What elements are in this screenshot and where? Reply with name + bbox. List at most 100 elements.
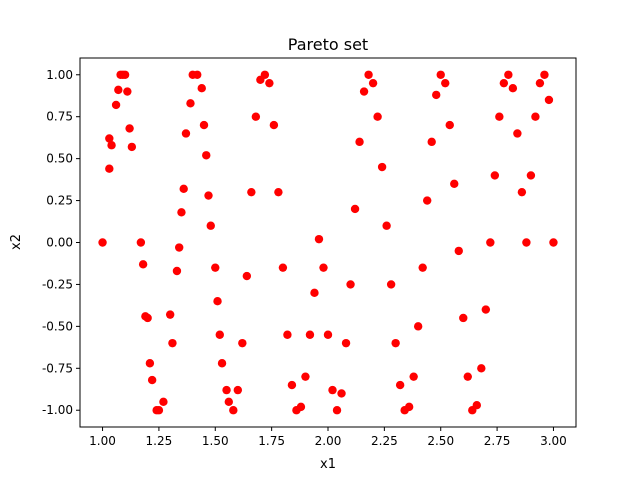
- data-point: [278, 263, 288, 272]
- x-tick-label: 2.50: [427, 434, 454, 448]
- data-point: [490, 171, 500, 180]
- data-point: [350, 204, 360, 214]
- data-point: [111, 100, 121, 110]
- y-tick-label: 0.50: [46, 152, 73, 166]
- data-point: [125, 124, 134, 133]
- x-tick-label: 2.75: [484, 434, 511, 448]
- data-point: [544, 95, 554, 105]
- data-point: [373, 112, 382, 121]
- data-point: [540, 70, 549, 79]
- data-point: [323, 330, 333, 339]
- data-point: [445, 120, 454, 130]
- data-point: [513, 129, 522, 138]
- data-point: [193, 70, 202, 79]
- data-point: [531, 112, 540, 121]
- x-tick-label: 1.00: [89, 434, 116, 448]
- x-tick-label: 1.75: [258, 434, 285, 448]
- data-point: [136, 238, 146, 247]
- data-point: [404, 402, 414, 412]
- data-point: [481, 305, 491, 314]
- chart-title: Pareto set: [288, 35, 368, 54]
- y-tick-label: -0.75: [42, 361, 73, 375]
- data-point: [504, 70, 513, 79]
- data-point: [332, 406, 342, 415]
- data-point: [423, 196, 432, 205]
- data-point: [450, 179, 459, 188]
- data-point: [242, 271, 252, 281]
- data-point: [114, 85, 123, 95]
- data-point: [314, 234, 324, 244]
- data-point: [499, 78, 509, 88]
- data-point: [377, 162, 387, 172]
- y-tick-label: -0.50: [42, 319, 73, 333]
- data-point: [105, 164, 114, 173]
- data-point: [199, 120, 209, 130]
- data-point: [341, 338, 351, 348]
- data-point: [310, 288, 319, 298]
- x-tick-label: 2.00: [315, 434, 342, 448]
- points-layer: [98, 70, 558, 415]
- x-tick-label: 2.25: [371, 434, 398, 448]
- data-point: [355, 137, 364, 147]
- data-point: [486, 238, 495, 247]
- data-point: [508, 83, 518, 93]
- y-tick-label: 1.00: [46, 68, 73, 82]
- data-point: [319, 263, 328, 272]
- data-point: [213, 297, 222, 306]
- data-point: [127, 142, 137, 152]
- data-point: [123, 87, 132, 96]
- data-point: [328, 385, 337, 395]
- y-axis-label: x2: [9, 234, 24, 250]
- data-point: [459, 313, 468, 323]
- data-point: [165, 310, 175, 319]
- data-point: [305, 330, 315, 339]
- data-point: [179, 184, 188, 194]
- data-point: [98, 238, 107, 247]
- data-point: [522, 238, 531, 247]
- data-point: [526, 171, 536, 180]
- data-point: [495, 112, 504, 121]
- data-point: [301, 372, 310, 381]
- data-point: [233, 385, 243, 395]
- y-tick-label: -0.25: [42, 277, 73, 291]
- data-point: [238, 338, 247, 348]
- data-point: [145, 359, 155, 368]
- y-tick-label: 0.75: [46, 110, 73, 124]
- data-point: [147, 375, 157, 385]
- data-point: [175, 243, 184, 252]
- data-point: [215, 330, 224, 339]
- data-point: [413, 322, 423, 331]
- data-point: [202, 151, 211, 160]
- data-point: [441, 78, 450, 88]
- y-tick-label: 0.25: [46, 194, 73, 208]
- data-point: [517, 187, 527, 197]
- data-point: [364, 70, 373, 79]
- data-point: [463, 372, 472, 381]
- data-point: [247, 187, 256, 197]
- data-point: [337, 389, 346, 398]
- data-point: [143, 313, 152, 323]
- data-point: [154, 406, 164, 415]
- data-point: [181, 129, 191, 138]
- data-point: [283, 330, 292, 339]
- y-axis-ticks: -1.00 -0.75 -0.50 -0.25 0.00 0.25 0.50 0.75 1.00: [42, 68, 80, 417]
- data-point: [172, 266, 182, 276]
- data-point: [427, 137, 436, 147]
- data-point: [368, 78, 378, 88]
- data-point: [222, 385, 231, 395]
- data-point: [206, 221, 215, 230]
- data-point: [436, 70, 445, 79]
- data-point: [454, 246, 463, 256]
- data-point: [386, 280, 396, 289]
- data-point: [432, 90, 441, 100]
- data-point: [418, 263, 427, 272]
- data-point: [359, 87, 369, 96]
- x-tick-label: 3.00: [540, 434, 567, 448]
- y-tick-label: -1.00: [42, 403, 73, 417]
- data-point: [287, 380, 297, 390]
- x-axis-ticks: 1.00 1.25 1.50 1.75 2.00 2.25 2.50 2.75 3.00: [89, 427, 567, 448]
- data-point: [477, 364, 486, 373]
- data-point: [409, 372, 418, 381]
